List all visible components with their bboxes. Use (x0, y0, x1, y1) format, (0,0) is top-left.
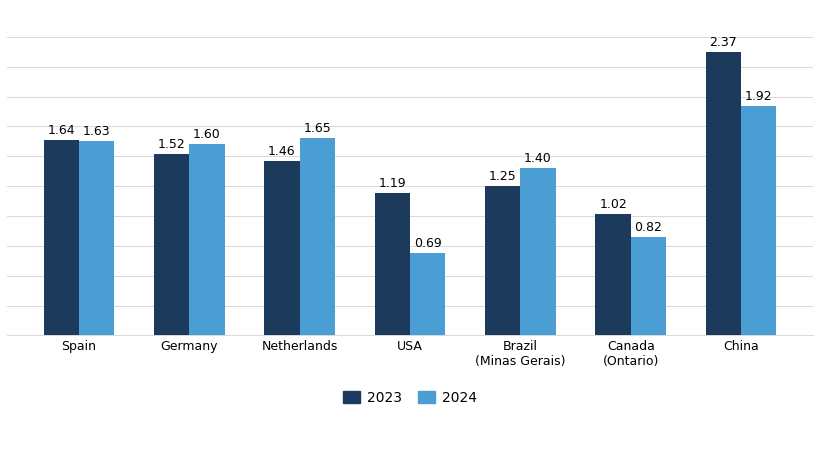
Bar (485, 186, 520, 336)
Text: 1.25: 1.25 (488, 170, 516, 183)
Bar (705, 53, 740, 336)
Bar (79, 141, 114, 336)
Bar (630, 237, 665, 336)
Text: 1.64: 1.64 (48, 124, 75, 136)
Bar (520, 168, 555, 336)
Text: 1.92: 1.92 (744, 90, 771, 103)
Text: 1.63: 1.63 (83, 125, 111, 138)
Text: 0.69: 0.69 (414, 237, 441, 250)
Bar (374, 193, 410, 336)
Text: 1.46: 1.46 (268, 145, 296, 158)
Text: 1.52: 1.52 (157, 138, 185, 151)
Text: 1.02: 1.02 (599, 198, 627, 211)
Text: 1.65: 1.65 (303, 122, 331, 136)
Bar (740, 106, 776, 336)
Bar (299, 138, 334, 336)
Bar (189, 144, 224, 336)
Legend: 2023, 2024: 2023, 2024 (337, 385, 482, 411)
Text: 1.19: 1.19 (378, 177, 405, 190)
Bar (43, 140, 79, 336)
Bar (264, 161, 299, 336)
Text: 1.60: 1.60 (192, 128, 220, 142)
Text: 2.37: 2.37 (708, 36, 736, 49)
Bar (154, 154, 189, 336)
Text: 0.82: 0.82 (634, 221, 662, 235)
Text: 1.40: 1.40 (523, 152, 551, 165)
Bar (595, 213, 630, 336)
Bar (410, 253, 445, 336)
